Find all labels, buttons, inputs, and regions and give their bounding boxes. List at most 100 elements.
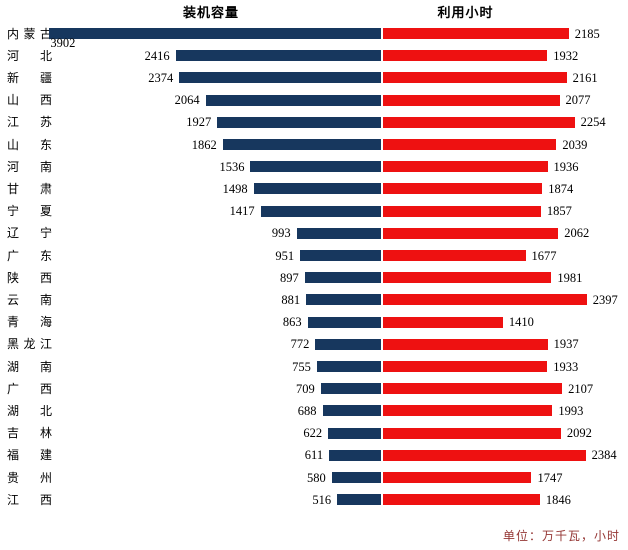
province-label-char: 黑 <box>7 337 20 352</box>
province-label-char: 南 <box>39 292 52 307</box>
capacity-value: 709 <box>296 381 315 396</box>
province-label: 贵州 <box>7 472 52 484</box>
hours-value: 1993 <box>558 403 584 418</box>
capacity-bar <box>315 338 381 350</box>
hours-value: 1932 <box>553 48 579 63</box>
province-label-char: 湖 <box>7 403 20 418</box>
province-row: 甘肃 1498 1874 <box>0 178 628 200</box>
province-label: 广东 <box>7 250 52 262</box>
province-row: 贵州 580 1747 <box>0 467 628 489</box>
province-label: 甘肃 <box>7 183 52 195</box>
province-label-char: 建 <box>39 448 52 463</box>
province-label-char: 河 <box>7 48 20 63</box>
province-label-char: 山 <box>7 93 20 108</box>
capacity-value: 3902 <box>50 35 76 50</box>
province-label-char: 疆 <box>39 70 52 85</box>
hours-value: 1936 <box>553 159 579 174</box>
province-row: 吉林 622 2092 <box>0 422 628 444</box>
unit-note: 单位：万千瓦，小时 <box>502 529 620 543</box>
province-label-char: 西 <box>39 381 52 396</box>
province-label-char: 宁 <box>7 204 20 219</box>
hours-bar <box>383 139 557 151</box>
capacity-bar <box>316 361 381 373</box>
left-column-title: 装机容量 <box>182 5 239 20</box>
province-row: 宁夏 1417 1857 <box>0 200 628 222</box>
province-label: 福建 <box>7 449 52 461</box>
province-label-char: 东 <box>39 137 52 152</box>
hours-bar <box>383 427 561 439</box>
capacity-value: 1862 <box>191 137 217 152</box>
province-label-char: 江 <box>7 115 20 130</box>
province-row: 山西 2064 2077 <box>0 89 628 111</box>
capacity-value: 755 <box>292 359 311 374</box>
province-label-char: 北 <box>39 403 52 418</box>
capacity-value: 772 <box>290 337 310 352</box>
capacity-bar <box>331 472 381 484</box>
capacity-value: 516 <box>312 492 332 507</box>
province-label: 湖北 <box>7 405 52 417</box>
province-row: 黑龙江 772 1937 <box>0 333 628 355</box>
province-label-char: 贵 <box>7 470 20 485</box>
capacity-value: 1498 <box>222 181 248 196</box>
province-label: 黑龙江 <box>7 338 52 350</box>
hours-value: 1857 <box>546 203 572 218</box>
hours-value: 2254 <box>580 115 606 130</box>
capacity-value: 993 <box>271 226 291 241</box>
province-label: 陕西 <box>7 272 52 284</box>
hours-value: 1981 <box>557 270 583 285</box>
hours-bar <box>383 338 548 350</box>
capacity-bar <box>328 427 381 439</box>
hours-bar <box>383 94 560 106</box>
province-label: 江苏 <box>7 116 52 128</box>
hours-bar <box>383 494 540 506</box>
capacity-value: 580 <box>306 470 326 485</box>
province-label: 山东 <box>7 139 52 151</box>
province-label-char: 云 <box>7 292 20 307</box>
hours-bar <box>383 361 548 373</box>
province-row: 山东 1862 2039 <box>0 134 628 156</box>
province-label-char: 西 <box>39 270 52 285</box>
province-label-char: 古 <box>39 26 52 41</box>
province-label-char: 南 <box>39 359 52 374</box>
hours-bar <box>383 227 559 239</box>
capacity-bar <box>175 50 381 62</box>
capacity-value: 881 <box>281 292 301 307</box>
hours-value: 1747 <box>537 470 563 485</box>
province-label: 辽宁 <box>7 227 52 239</box>
hours-value: 2092 <box>566 425 592 440</box>
province-label-char: 江 <box>39 337 52 352</box>
province-label-char: 东 <box>39 248 52 263</box>
province-row: 云 南 881 2397 <box>0 289 628 311</box>
province-label: 新疆 <box>7 72 52 84</box>
hours-value: 2107 <box>568 381 594 396</box>
capacity-value: 863 <box>282 314 302 329</box>
capacity-bar <box>329 449 381 461</box>
province-label-char: 北 <box>39 48 52 63</box>
capacity-value: 611 <box>304 448 324 463</box>
province-label: 宁夏 <box>7 205 52 217</box>
hours-value: 2397 <box>592 292 618 307</box>
hours-bar <box>383 72 567 84</box>
province-row: 广东 951 1677 <box>0 245 628 267</box>
province-row: 江苏 1927 2254 <box>0 111 628 133</box>
province-label-char: 州 <box>39 470 52 485</box>
province-row: 河 北 2416 1932 <box>0 45 628 67</box>
hours-value: 1410 <box>508 314 534 329</box>
hours-bar <box>383 449 586 461</box>
province-row: 湖南 755 1933 <box>0 356 628 378</box>
capacity-bar <box>306 294 381 306</box>
capacity-value: 2416 <box>144 48 170 63</box>
province-row: 内蒙古 3902 2185 <box>0 23 628 48</box>
capacity-bar <box>307 316 381 328</box>
province-label-char: 陕 <box>7 270 20 285</box>
capacity-bar <box>205 94 381 106</box>
province-label-char: 苏 <box>39 115 52 130</box>
province-label-char: 吉 <box>7 426 20 441</box>
province-label-char: 林 <box>39 426 52 441</box>
province-row: 广西 709 2107 <box>0 378 628 400</box>
hours-value: 2077 <box>565 92 591 107</box>
capacity-value: 1536 <box>219 159 245 174</box>
capacity-value: 1417 <box>229 203 255 218</box>
province-label-char: 肃 <box>39 181 52 196</box>
